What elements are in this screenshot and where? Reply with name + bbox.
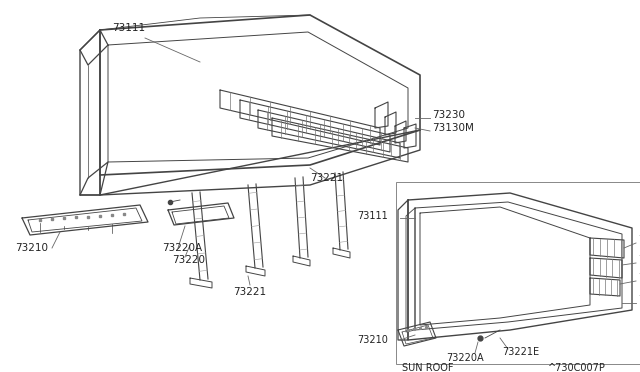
Text: 73221: 73221 (234, 287, 267, 297)
Text: 73230: 73230 (638, 295, 640, 305)
Text: 73230: 73230 (432, 110, 465, 120)
Text: 73643M: 73643M (638, 273, 640, 283)
Text: 73220A: 73220A (162, 243, 202, 253)
Text: 73210: 73210 (357, 335, 388, 345)
Text: 73221E: 73221E (502, 347, 539, 357)
Text: 73210: 73210 (15, 243, 48, 253)
Text: 73111: 73111 (357, 211, 388, 221)
Text: 73220: 73220 (172, 255, 205, 265)
Text: 73221: 73221 (638, 255, 640, 265)
Text: 73111: 73111 (112, 23, 145, 33)
Bar (396, 182, 640, 364)
Text: 73221: 73221 (310, 173, 343, 183)
Text: 73130M: 73130M (432, 123, 474, 133)
Text: 73130M: 73130M (638, 235, 640, 245)
Text: 73220A: 73220A (446, 353, 484, 363)
Text: ^730C007P: ^730C007P (548, 363, 606, 372)
Text: SUN ROOF: SUN ROOF (402, 363, 454, 372)
